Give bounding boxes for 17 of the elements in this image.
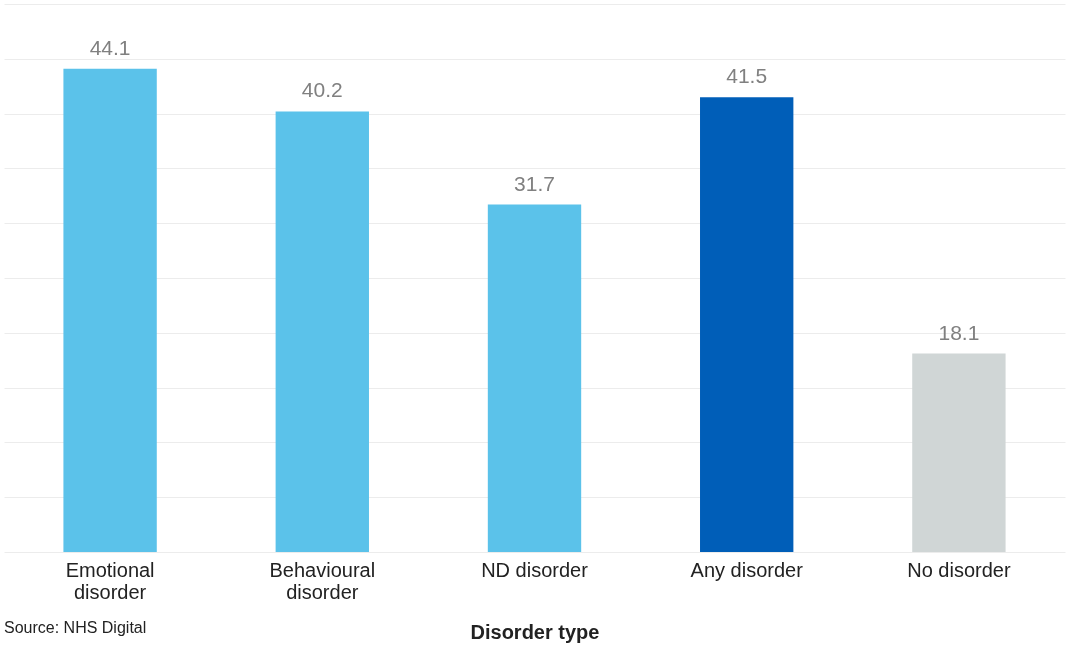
data-label: 41.5 xyxy=(726,64,768,88)
x-tick-label: Emotional disorder xyxy=(65,558,155,603)
data-label: 31.7 xyxy=(514,171,555,195)
bar xyxy=(275,111,369,552)
x-tick-label: Behavioural disorder xyxy=(269,558,376,603)
x-tick-label: ND disorder xyxy=(481,558,589,581)
data-label: 44.1 xyxy=(89,35,131,59)
data-label: 40.2 xyxy=(301,78,343,102)
bar xyxy=(487,204,582,552)
x-tick-label: No disorder xyxy=(907,558,1011,581)
source-note: Source: NHS Digital xyxy=(4,619,147,636)
data-label: 18.1 xyxy=(938,320,980,344)
x-axis-title: Disorder type xyxy=(470,620,600,643)
bar xyxy=(63,68,157,552)
bar xyxy=(700,97,794,552)
x-tick-label: Any disorder xyxy=(690,558,804,581)
bar xyxy=(912,353,1006,552)
